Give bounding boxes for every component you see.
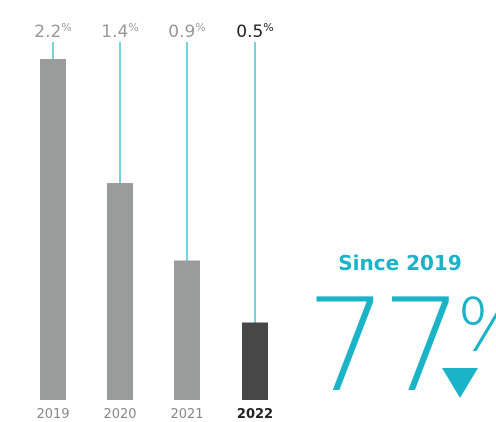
x-tick-label: 2020: [103, 407, 136, 422]
x-tick-label: 2021: [170, 407, 203, 422]
value-label: 0.5%: [236, 21, 274, 42]
bar: [242, 322, 268, 400]
down-arrow: [442, 368, 478, 398]
bar: [174, 260, 200, 400]
change-title: Since 2019: [338, 251, 462, 275]
value-label: 2.2%: [34, 21, 72, 42]
value-label: 1.4%: [101, 21, 139, 42]
value-label: 0.9%: [168, 21, 206, 42]
x-tick-label: 2022: [237, 407, 273, 422]
change-value: 77%: [306, 272, 496, 421]
x-tick-label: 2019: [36, 407, 69, 422]
bar: [107, 183, 133, 400]
bar: [40, 59, 66, 400]
